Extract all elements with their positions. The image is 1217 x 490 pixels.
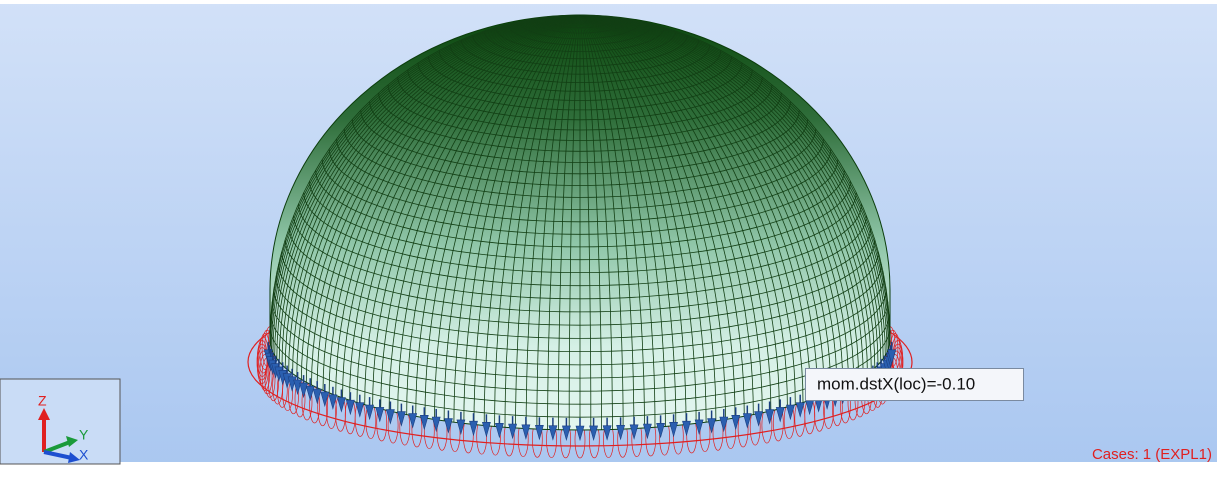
axis-box	[0, 379, 120, 464]
viewport: Z Y X mom.dstX(loc)=-0.10 Cases: 1 (EXPL…	[0, 0, 1217, 490]
x-label: X	[79, 447, 89, 463]
cases-label: Cases: 1 (EXPL1)	[1092, 446, 1212, 463]
page: Z Y X mom.dstX(loc)=-0.10 Cases: 1 (EXPL…	[0, 0, 1217, 490]
axis-widget: Z Y X	[0, 379, 120, 464]
bottom-strip	[0, 462, 1217, 490]
z-label: Z	[38, 393, 47, 409]
top-border	[0, 0, 1217, 4]
y-label: Y	[79, 427, 89, 443]
tooltip-text: mom.dstX(loc)=-0.10	[817, 374, 975, 393]
tooltip: mom.dstX(loc)=-0.10	[806, 369, 1024, 401]
